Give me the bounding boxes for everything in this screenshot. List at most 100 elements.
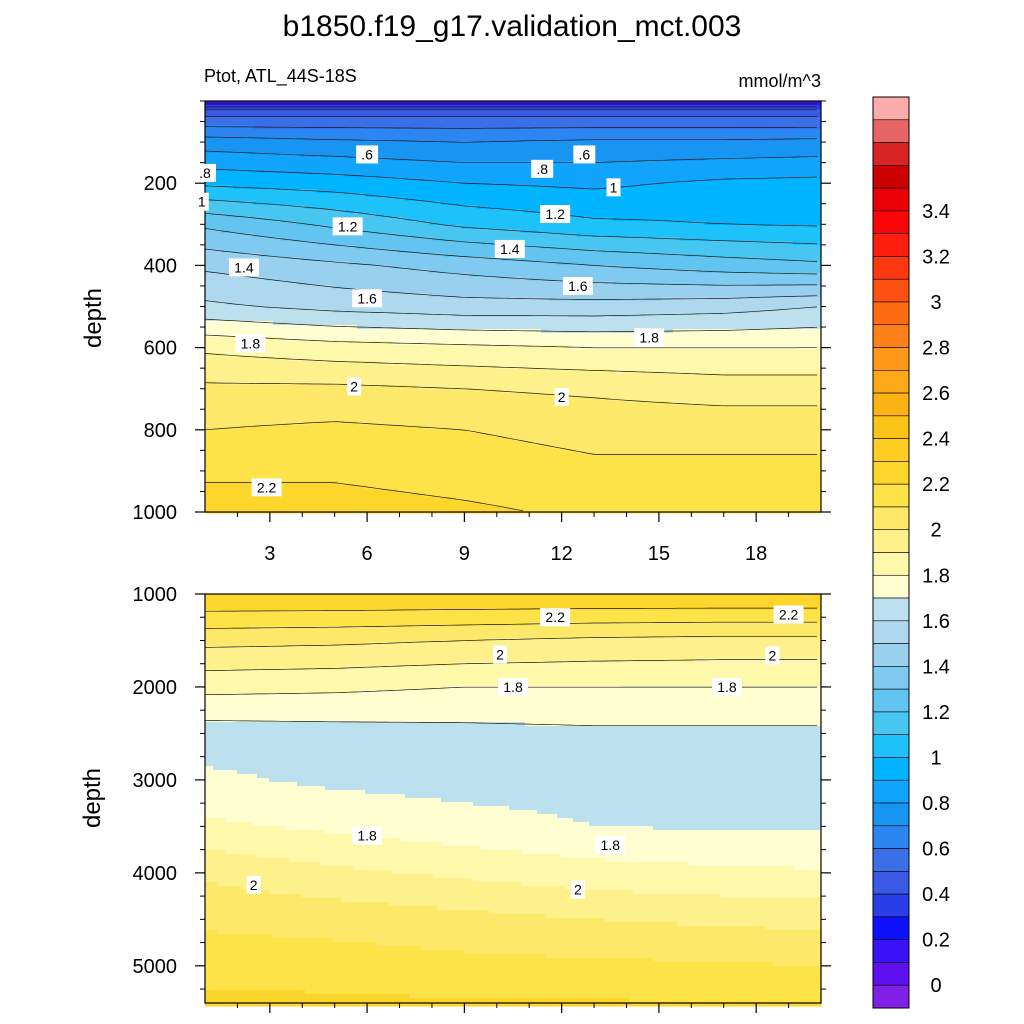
colorbar-swatch xyxy=(872,620,910,644)
x-tick-label: 3 xyxy=(264,543,275,565)
contour-line xyxy=(205,607,817,612)
contour-label: 1.4 xyxy=(500,241,520,257)
colorbar-label: 1 xyxy=(930,747,941,769)
colorbar-swatch xyxy=(872,825,910,849)
x-tick-label: 9 xyxy=(459,543,470,565)
contour-label-box xyxy=(228,258,259,277)
contour-label-box xyxy=(493,645,508,664)
colorbar-frame xyxy=(872,96,910,1009)
contour-label-box xyxy=(246,875,261,894)
contour-label-box xyxy=(494,239,525,258)
colorbar-swatch xyxy=(872,734,910,758)
y-tick-label: 4000 xyxy=(133,863,178,885)
contour-line xyxy=(204,382,817,407)
plot-frame xyxy=(204,593,822,1004)
y-tick-label: 800 xyxy=(144,420,177,442)
contour-lines xyxy=(204,100,818,512)
colorbar-swatch xyxy=(872,779,910,804)
colorbar-swatch xyxy=(872,802,910,827)
contour-line xyxy=(204,136,818,143)
upper-contour-panel: 3 6 9 12 15 18 200 400 600 800 1000 .6 .6 .8 .8 1 1 1.2 1.… xyxy=(133,100,831,565)
contour-label: 2.2 xyxy=(545,609,565,625)
colorbar-swatch xyxy=(872,96,910,121)
contour-label: 1 xyxy=(610,179,618,195)
contour-label: 1.6 xyxy=(357,290,377,306)
colorbar-swatch xyxy=(872,483,910,508)
colorbar-label: 2 xyxy=(930,520,941,542)
colorbar-label: 3.2 xyxy=(922,246,950,268)
contour-label-box xyxy=(531,159,554,178)
colorbar-swatch xyxy=(872,893,910,918)
colorbar-swatch xyxy=(872,119,910,143)
colorbar-label: 3.4 xyxy=(922,201,950,223)
colorbar-swatch xyxy=(872,233,910,257)
contour-line xyxy=(204,635,817,648)
y-tick-label: 1000 xyxy=(133,502,178,524)
contour-label: 1.8 xyxy=(357,828,377,844)
contour-line xyxy=(204,659,817,672)
contour-label: 2 xyxy=(574,882,582,898)
colorbar-label: 0.6 xyxy=(922,839,950,861)
contour-label: .8 xyxy=(199,165,211,181)
contour-label-box xyxy=(356,145,379,164)
contour-label: 1.6 xyxy=(568,278,588,294)
colorbar-swatch xyxy=(872,666,910,690)
colorbar-swatch xyxy=(872,643,910,667)
colorbar-label: 2.2 xyxy=(922,474,950,496)
contour-label-box xyxy=(765,646,780,665)
x-tick-label: 12 xyxy=(551,543,573,565)
contour-label: 2.2 xyxy=(257,479,277,495)
colorbar-swatch xyxy=(872,506,910,531)
colorbar-swatch xyxy=(872,301,910,326)
contour-label: 1.4 xyxy=(234,259,254,275)
contour-label: 2.2 xyxy=(779,606,799,622)
colorbar-label: 3 xyxy=(930,292,941,314)
colorbar-swatch xyxy=(872,461,910,485)
colorbar-label: 1.6 xyxy=(922,611,950,633)
colorbar-label: 2.4 xyxy=(922,429,950,451)
contour-line xyxy=(204,318,818,333)
contour-label-box xyxy=(570,880,585,899)
colorbar: 0 0.2 0.4 0.6 0.8 1 1.2 1.4 1.6 1.8 2 2.2 2.4 2.6 2.8 3… xyxy=(872,96,950,1009)
contour-label-box xyxy=(554,387,569,406)
y-tick-label: 5000 xyxy=(133,956,178,978)
contour-fill xyxy=(205,101,822,514)
contour-fill xyxy=(205,594,822,1007)
colorbar-swatch xyxy=(872,392,910,417)
colorbar-label: 0.2 xyxy=(922,930,950,952)
contour-label-box xyxy=(540,205,571,224)
contour-label: 2 xyxy=(558,389,566,405)
colorbar-swatch xyxy=(872,256,910,280)
contour-label-box xyxy=(595,835,626,854)
colorbar-swatch xyxy=(872,347,910,371)
colorbar-swatch xyxy=(872,324,910,348)
contour-label-box xyxy=(235,334,266,353)
contour-label-box xyxy=(332,217,363,236)
contour-label-box xyxy=(498,677,528,696)
y-tick-label: 2000 xyxy=(133,677,178,699)
colorbar-label: 1.8 xyxy=(922,565,950,587)
colorbar-swatch xyxy=(872,529,910,553)
contour-label: .6 xyxy=(578,146,590,162)
colorbar-label: 1.4 xyxy=(922,656,950,678)
colorbar-swatch xyxy=(872,415,910,439)
panel-subtitle-right: mmol/m^3 xyxy=(739,71,821,91)
contour-label-box xyxy=(562,276,593,295)
colorbar-swatch xyxy=(872,711,910,735)
colorbar-swatch xyxy=(872,962,910,986)
contour-label: 2 xyxy=(768,647,776,663)
contour-label-box xyxy=(606,178,621,197)
colorbar-label: 1.2 xyxy=(922,702,950,724)
colorbar-label: 0.8 xyxy=(922,793,950,815)
y-tick-label: 1000 xyxy=(133,584,178,606)
contour-line xyxy=(204,248,817,286)
contour-label-box xyxy=(773,605,804,624)
lower-contour-panel: 1000 2000 3000 4000 5000 2.2 2.2 2 2 1.8 1.8 1.8 1.8… xyxy=(133,584,831,1013)
contour-line xyxy=(204,199,818,245)
colorbar-swatch xyxy=(872,369,910,394)
contour-label-box xyxy=(251,478,282,497)
x-tick-label: 18 xyxy=(745,543,767,565)
contour-line xyxy=(204,421,817,455)
contour-line xyxy=(204,334,817,349)
figure-title: b1850.f19_g17.validation_mct.003 xyxy=(283,10,742,43)
